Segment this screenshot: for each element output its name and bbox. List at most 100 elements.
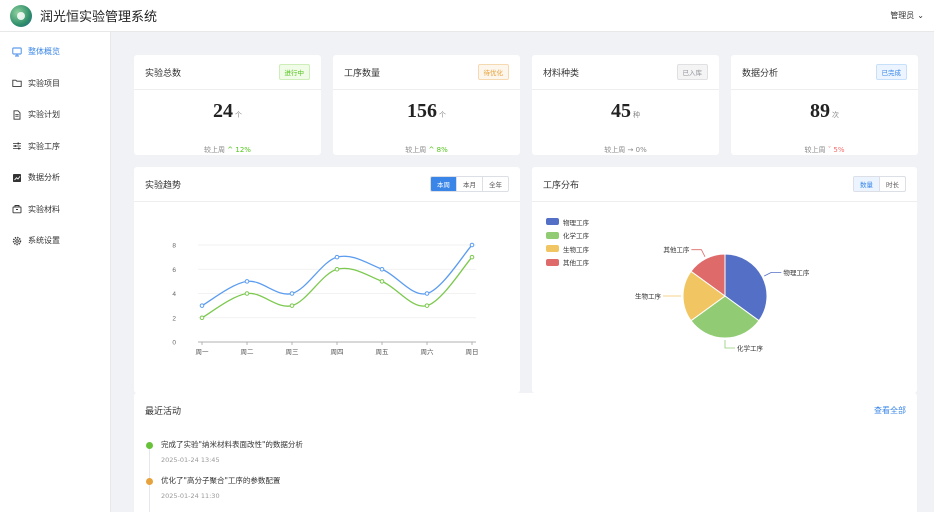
activity-text: 优化了"高分子聚合"工序的参数配置: [161, 476, 281, 485]
sidebar-item-label: 实验计划: [28, 110, 60, 120]
sidebar-item-analysis[interactable]: 数据分析: [0, 162, 110, 194]
panel-title: 工序分布: [543, 180, 580, 191]
stat-unit: 种: [633, 111, 640, 119]
user-name: 管理员: [890, 11, 915, 20]
x-tick-label: 周四: [331, 348, 344, 356]
sidebar-item-materials[interactable]: 实验材料: [0, 194, 110, 226]
status-badge: 已入库: [676, 64, 708, 80]
legend-swatch: [546, 231, 559, 239]
app-title: 润光恒实验管理系统: [40, 10, 158, 25]
y-tick-label: 6: [172, 267, 176, 274]
user-menu[interactable]: 管理员 ⌄: [890, 10, 924, 21]
data-point[interactable]: [289, 303, 295, 308]
sidebar-item-plans[interactable]: 实验计划: [0, 99, 110, 131]
stat-card-processes: 工序数量 待优化 156 个 较上周 ^ 8%: [333, 55, 520, 155]
stat-value: 156: [407, 100, 437, 122]
sidebar-item-label: 实验项目: [28, 78, 60, 88]
data-point[interactable]: [244, 291, 250, 296]
activity-time: 2025-01-24 13:45: [161, 456, 220, 464]
data-point[interactable]: [379, 279, 385, 284]
pie-label-line: [691, 249, 706, 257]
stat-trend: 较上周 ^ 12%: [134, 145, 321, 155]
trend-line-chart: 0 2 4 6 8 周一 周二 周三 周四 周五 周六 周日: [172, 242, 478, 357]
x-tick-label: 周一: [196, 348, 210, 356]
status-badge: 已完成: [875, 64, 907, 80]
y-tick-label: 4: [172, 291, 176, 298]
pie-label: 物理工序: [783, 268, 810, 277]
trend-arrow-icon: →: [627, 146, 634, 154]
data-point[interactable]: [379, 266, 385, 272]
data-point[interactable]: [334, 254, 340, 260]
sidebar: 整体概览 实验项目 实验计划 实验工序 数据分析 实验材料 系统设置: [0, 32, 111, 512]
activity-timeline: 完成了实验"纳米材料表面改性"的数据分析 2025-01-24 13:45 优化…: [146, 439, 303, 512]
data-point[interactable]: [244, 279, 250, 284]
pie-slice[interactable]: [682, 270, 726, 322]
stat-card-experiments: 实验总数 进行中 24 个 较上周 ^ 12%: [134, 55, 321, 155]
pie-slice[interactable]: [724, 253, 768, 322]
activity-item: 完成了实验"纳米材料表面改性"的数据分析 2025-01-24 13:45: [146, 439, 303, 475]
metric-toggle: 数量 时长: [853, 176, 906, 192]
data-point[interactable]: [334, 266, 340, 272]
view-all-link[interactable]: 查看全部: [874, 406, 906, 415]
tab-week[interactable]: 本周: [431, 177, 456, 191]
sidebar-item-processes[interactable]: 实验工序: [0, 131, 110, 163]
main-content: 实验总数 进行中 24 个 较上周 ^ 12% 工序数量 待优化 156 个 较上周…: [111, 32, 934, 512]
stat-card-materials: 材料种类 已入库 45 种 较上周 → 0%: [532, 55, 719, 155]
legend-swatch: [546, 245, 559, 253]
sidebar-item-projects[interactable]: 实验项目: [0, 68, 110, 100]
data-point[interactable]: [469, 254, 475, 260]
period-toggle: 本周 本月 全年: [430, 176, 509, 192]
y-tick-label: 0: [172, 340, 176, 347]
legend-item[interactable]: 其他工序: [546, 256, 589, 270]
legend-item[interactable]: 物理工序: [546, 215, 589, 229]
x-tick-label: 周二: [241, 348, 255, 356]
tab-count[interactable]: 数量: [854, 177, 879, 191]
stat-trend: 较上周 → 0%: [532, 145, 719, 155]
trend-label: 较上周: [405, 146, 427, 154]
data-point[interactable]: [424, 303, 430, 308]
legend-label: 生物工序: [563, 245, 589, 254]
sidebar-item-label: 整体概览: [28, 47, 60, 57]
tab-year[interactable]: 全年: [482, 177, 508, 191]
data-point[interactable]: [199, 303, 205, 308]
timeline-dot: [146, 478, 153, 485]
pie-label: 其他工序: [663, 245, 690, 254]
tab-month[interactable]: 本月: [456, 177, 482, 191]
panel-title: 最近活动: [145, 407, 182, 417]
trend-label: 较上周: [804, 146, 826, 154]
stat-trend: 较上周 ^ 8%: [333, 145, 520, 155]
legend-item[interactable]: 生物工序: [546, 242, 589, 256]
y-tick-label: 2: [172, 315, 176, 322]
trend-arrow-icon: ^: [227, 146, 234, 154]
trend-panel: 实验趋势 本周 本月 全年 0 2 4 6 8 周一 周二 周三 周四 周五 周六 周日: [134, 167, 520, 393]
stat-trend: 较上周 ˇ 5%: [731, 145, 918, 155]
gear-icon: [12, 236, 22, 246]
pie-label: 生物工序: [635, 292, 662, 301]
tab-duration[interactable]: 时长: [879, 177, 905, 191]
pie-legend: 物理工序 化学工序 生物工序 其他工序: [546, 215, 589, 269]
sidebar-item-settings[interactable]: 系统设置: [0, 225, 110, 257]
pie-slice[interactable]: [690, 253, 726, 297]
folder-icon: [12, 78, 22, 88]
sidebar-item-overview[interactable]: 整体概览: [0, 36, 110, 68]
pie-label-line: [724, 340, 735, 349]
stat-title: 实验总数: [145, 68, 182, 79]
data-point[interactable]: [469, 242, 475, 248]
legend-label: 物理工序: [563, 218, 589, 227]
stat-unit: 次: [832, 111, 839, 119]
legend-swatch: [546, 258, 559, 266]
legend-label: 其他工序: [563, 259, 589, 268]
activity-time: 2025-01-24 11:30: [161, 492, 220, 500]
chart-icon: [12, 173, 22, 183]
sliders-icon: [12, 141, 22, 151]
process-panel: 工序分布 数量 时长 物理工序 化学工序 生物工序 其他工序 物理工序 化学工序生…: [532, 167, 917, 393]
legend-item[interactable]: 化学工序: [546, 229, 589, 243]
data-point[interactable]: [289, 291, 295, 296]
app-logo: [10, 4, 32, 27]
trend-label: 较上周: [204, 146, 226, 154]
pie-slice[interactable]: [690, 295, 760, 339]
data-point[interactable]: [199, 315, 205, 321]
data-point[interactable]: [424, 291, 430, 296]
stat-card-analysis: 数据分析 已完成 89 次 较上周 ˇ 5%: [731, 55, 918, 155]
trend-value: 5%: [833, 146, 845, 154]
